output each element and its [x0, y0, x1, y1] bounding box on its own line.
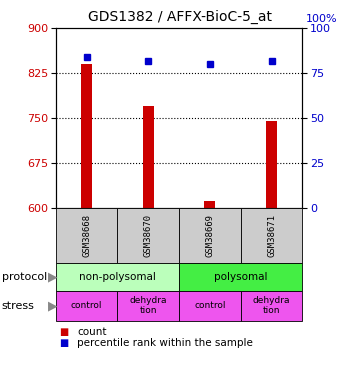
Bar [204, 201, 216, 208]
Bar [143, 106, 154, 208]
Text: GSM38670: GSM38670 [144, 214, 153, 257]
Bar [266, 121, 277, 208]
Text: non-polysomal: non-polysomal [79, 272, 156, 282]
Text: ▶: ▶ [49, 270, 58, 283]
Text: GDS1382 / AFFX-BioC-5_at: GDS1382 / AFFX-BioC-5_at [88, 9, 272, 24]
Text: dehydra
tion: dehydra tion [130, 296, 167, 315]
Text: protocol: protocol [2, 272, 47, 282]
Text: ■: ■ [59, 327, 69, 337]
Bar [81, 64, 92, 208]
Text: ▶: ▶ [49, 299, 58, 312]
Text: dehydra
tion: dehydra tion [253, 296, 290, 315]
Text: polysomal: polysomal [214, 272, 267, 282]
Text: GSM38671: GSM38671 [267, 214, 276, 257]
Text: percentile rank within the sample: percentile rank within the sample [77, 338, 253, 348]
Text: ■: ■ [59, 338, 69, 348]
Text: control: control [71, 301, 102, 310]
Text: GSM38669: GSM38669 [206, 214, 215, 257]
Text: 100%: 100% [306, 14, 338, 24]
Text: count: count [77, 327, 107, 337]
Text: GSM38668: GSM38668 [82, 214, 91, 257]
Text: stress: stress [2, 301, 35, 310]
Text: control: control [194, 301, 226, 310]
